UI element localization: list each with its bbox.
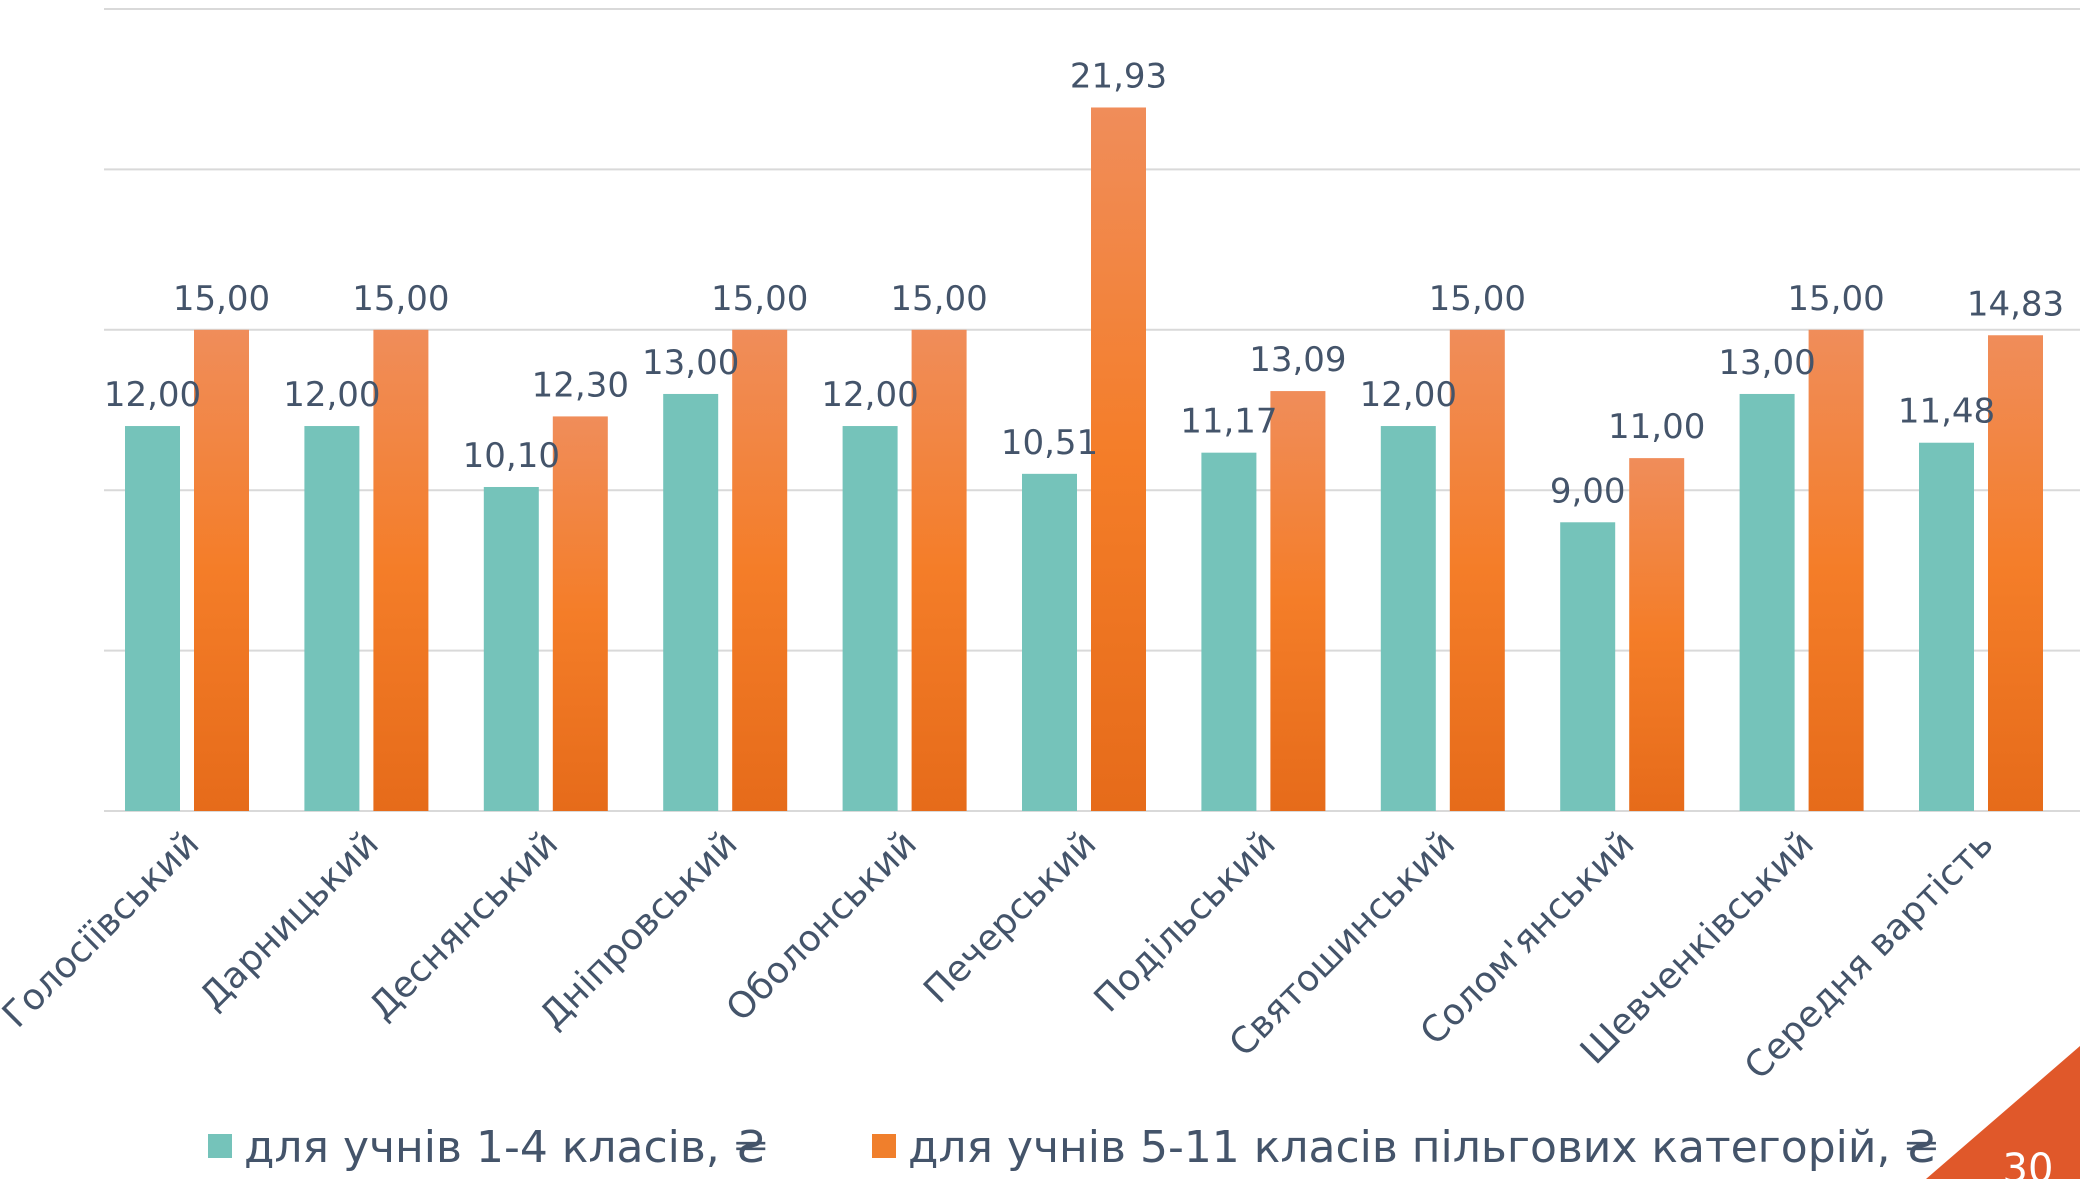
- data-label-series-2: 12,30: [532, 365, 629, 405]
- data-label-series-1: 12,00: [821, 375, 918, 415]
- data-label-series-2: 15,00: [352, 279, 449, 319]
- bar-series-1: [483, 486, 539, 811]
- x-tick-label: Деснянський: [362, 823, 567, 1028]
- bar-series-2: [1988, 335, 2043, 811]
- bar-series-2: [732, 329, 788, 811]
- data-label-series-1: 12,00: [283, 375, 380, 415]
- data-label-series-2: 15,00: [890, 279, 987, 319]
- data-label-series-2: 15,00: [1787, 279, 1884, 319]
- x-tick-label: Подільський: [1087, 823, 1284, 1020]
- bar-series-1: [1560, 522, 1616, 811]
- data-label-series-2: 15,00: [711, 279, 808, 319]
- data-label-series-1: 10,10: [463, 436, 560, 476]
- slide-corner: 30: [1926, 1046, 2080, 1179]
- data-label-series-2: 11,00: [1608, 407, 1705, 447]
- legend-label-series-1: для учнів 1-4 класів, ₴: [244, 1122, 768, 1173]
- bar-series-1: [125, 426, 180, 811]
- slide-number: 30: [2003, 1146, 2054, 1179]
- bar-series-2: [1449, 329, 1505, 811]
- x-axis-tick-labels: ГолосіївськийДарницькийДеснянськийДніпро…: [0, 823, 2001, 1087]
- corner-accent: [1926, 1046, 2080, 1179]
- data-label-series-1: 10,51: [1001, 423, 1098, 463]
- data-label-series-2: 21,93: [1070, 56, 1167, 96]
- bar-series-1: [1201, 452, 1257, 811]
- data-label-series-1: 12,00: [104, 375, 201, 415]
- data-label-series-1: 11,48: [1898, 392, 1995, 432]
- data-label-series-2: 14,83: [1967, 284, 2064, 324]
- bar-series-1: [663, 393, 719, 811]
- legend-swatch-series-2: [872, 1134, 896, 1158]
- data-label-series-2: 15,00: [1429, 279, 1526, 319]
- data-label-series-2: 15,00: [173, 279, 270, 319]
- x-tick-label: Дніпровський: [532, 823, 745, 1036]
- bar-series-2: [552, 416, 608, 811]
- data-label-series-1: 9,00: [1550, 471, 1626, 511]
- data-label-series-1: 13,00: [1718, 343, 1815, 383]
- data-label-series-1: 12,00: [1360, 375, 1457, 415]
- bar-series-2: [1270, 391, 1326, 811]
- bar-series-2: [1808, 329, 1864, 811]
- bar-series-1: [1739, 393, 1795, 811]
- legend-label-series-2: для учнів 5-11 класів пільгових категорі…: [908, 1122, 1938, 1173]
- bar-series-2: [1629, 458, 1685, 811]
- legend: для учнів 1-4 класів, ₴ для учнів 5-11 к…: [208, 1122, 1938, 1173]
- bar-series-2: [373, 329, 429, 811]
- bar-series-1: [842, 426, 898, 811]
- legend-item-series-1[interactable]: для учнів 1-4 класів, ₴: [208, 1122, 768, 1173]
- bars: [125, 107, 2043, 812]
- bar-series-2: [194, 329, 249, 811]
- data-labels: 12,00 15,00 12,00 15,00 10,10 12,30 13,00 15,00…: [104, 56, 2064, 511]
- x-tick-label: Оболонський: [719, 823, 925, 1029]
- x-tick-label: Дарницький: [192, 823, 387, 1018]
- bar-series-2: [1091, 107, 1146, 812]
- legend-item-series-2[interactable]: для учнів 5-11 класів пільгових категорі…: [872, 1122, 1938, 1173]
- data-label-series-2: 13,09: [1249, 340, 1346, 380]
- bar-series-1: [1380, 426, 1436, 811]
- legend-swatch-series-1: [208, 1134, 232, 1158]
- bar-series-1: [1919, 442, 1974, 811]
- data-label-series-1: 13,00: [642, 343, 739, 383]
- bar-series-1: [304, 426, 360, 811]
- data-label-series-1: 11,17: [1180, 402, 1277, 442]
- x-tick-label: Голосіївський: [0, 823, 207, 1036]
- x-tick-label: Печерський: [916, 823, 1104, 1011]
- bar-series-2: [911, 329, 967, 811]
- bar-series-1: [1022, 473, 1077, 811]
